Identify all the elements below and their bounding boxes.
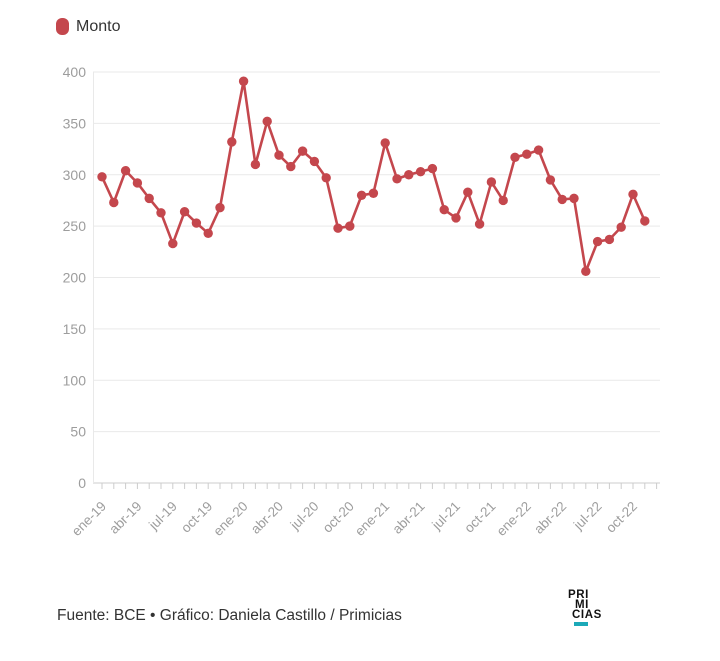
data-point[interactable] [510,152,520,162]
gridlines [93,71,660,484]
data-point[interactable] [392,174,402,184]
data-point[interactable] [156,208,166,218]
data-point[interactable] [191,218,202,228]
data-point[interactable] [109,197,119,208]
data-point[interactable] [380,138,390,148]
data-point[interactable] [533,145,544,155]
x-tick-label: abr-22 [531,499,569,537]
data-point[interactable] [274,150,284,160]
data-point[interactable] [297,146,308,156]
legend-swatch [56,18,69,35]
legend-label: Monto [76,18,121,35]
x-tick-label: oct-22 [603,499,640,536]
data-point[interactable] [250,159,261,170]
data-point[interactable] [486,177,497,187]
data-point[interactable] [474,219,485,229]
data-point[interactable] [368,188,379,198]
data-point[interactable] [545,175,556,185]
data-point[interactable] [628,189,638,199]
data-point[interactable] [309,156,320,167]
data-point[interactable] [463,187,473,197]
data-point[interactable] [227,137,237,147]
logo-line: PRI [568,589,589,601]
data-point[interactable] [321,173,331,183]
series-points [97,76,650,277]
y-axis-labels: 0 50 100 150 200 250 300 350 400 [63,64,87,491]
data-point[interactable] [557,194,567,205]
y-tick-label: 0 [78,475,86,491]
x-tick-label: oct-19 [178,499,215,536]
data-point[interactable] [415,166,426,177]
legend: Monto [56,18,120,35]
y-tick-label: 100 [63,372,87,388]
data-point[interactable] [262,116,272,127]
x-tick-label: ene-20 [210,499,250,539]
x-axis-ticks [101,483,658,489]
x-tick-label: abr-21 [390,499,428,537]
x-tick-label: jul-21 [428,499,463,534]
y-tick-label: 50 [70,424,86,440]
data-point[interactable] [238,76,249,86]
data-point[interactable] [179,207,190,217]
x-tick-label: oct-20 [320,499,357,536]
data-point[interactable] [333,223,343,233]
x-tick-label: ene-22 [494,499,534,539]
y-tick-label: 200 [63,270,87,286]
logo-line: MI [575,599,589,611]
data-point[interactable] [427,163,438,174]
logo-accent-bar [574,622,588,626]
y-tick-label: 400 [63,64,87,80]
data-point[interactable] [203,228,213,239]
logo-line: CIAS [572,609,602,621]
data-point[interactable] [451,213,461,223]
data-point[interactable] [286,161,296,172]
data-point[interactable] [215,202,225,213]
data-point[interactable] [404,170,414,180]
y-tick-label: 250 [63,218,87,234]
primicias-logo: PRI MI CIAS [568,589,618,626]
data-point[interactable] [498,195,508,206]
x-tick-label: jul-22 [570,499,605,534]
y-tick-label: 350 [63,115,87,131]
data-point[interactable] [569,193,579,204]
data-point[interactable] [522,149,532,159]
data-point[interactable] [144,193,154,204]
data-point[interactable] [168,238,178,249]
series-line [100,79,647,273]
x-tick-label: ene-19 [69,499,109,539]
y-tick-label: 300 [63,167,87,183]
data-point[interactable] [581,266,591,277]
data-point[interactable] [640,216,650,226]
data-point[interactable] [345,221,355,231]
x-tick-label: abr-20 [248,499,286,537]
y-tick-label: 150 [63,321,87,337]
data-point[interactable] [356,190,367,200]
x-tick-label: oct-21 [461,499,498,536]
data-point[interactable] [97,172,107,182]
data-point[interactable] [132,178,143,188]
data-point[interactable] [439,204,449,215]
data-point[interactable] [616,222,626,232]
x-tick-label: abr-19 [106,499,144,537]
data-point[interactable] [120,165,131,176]
x-tick-label: jul-20 [287,499,322,534]
x-tick-label: jul-19 [145,499,180,534]
data-point[interactable] [604,234,615,245]
x-tick-label: ene-21 [352,499,392,539]
data-point[interactable] [592,236,603,247]
footer-credit: Fuente: BCE • Gráfico: Daniela Castillo … [57,607,402,624]
